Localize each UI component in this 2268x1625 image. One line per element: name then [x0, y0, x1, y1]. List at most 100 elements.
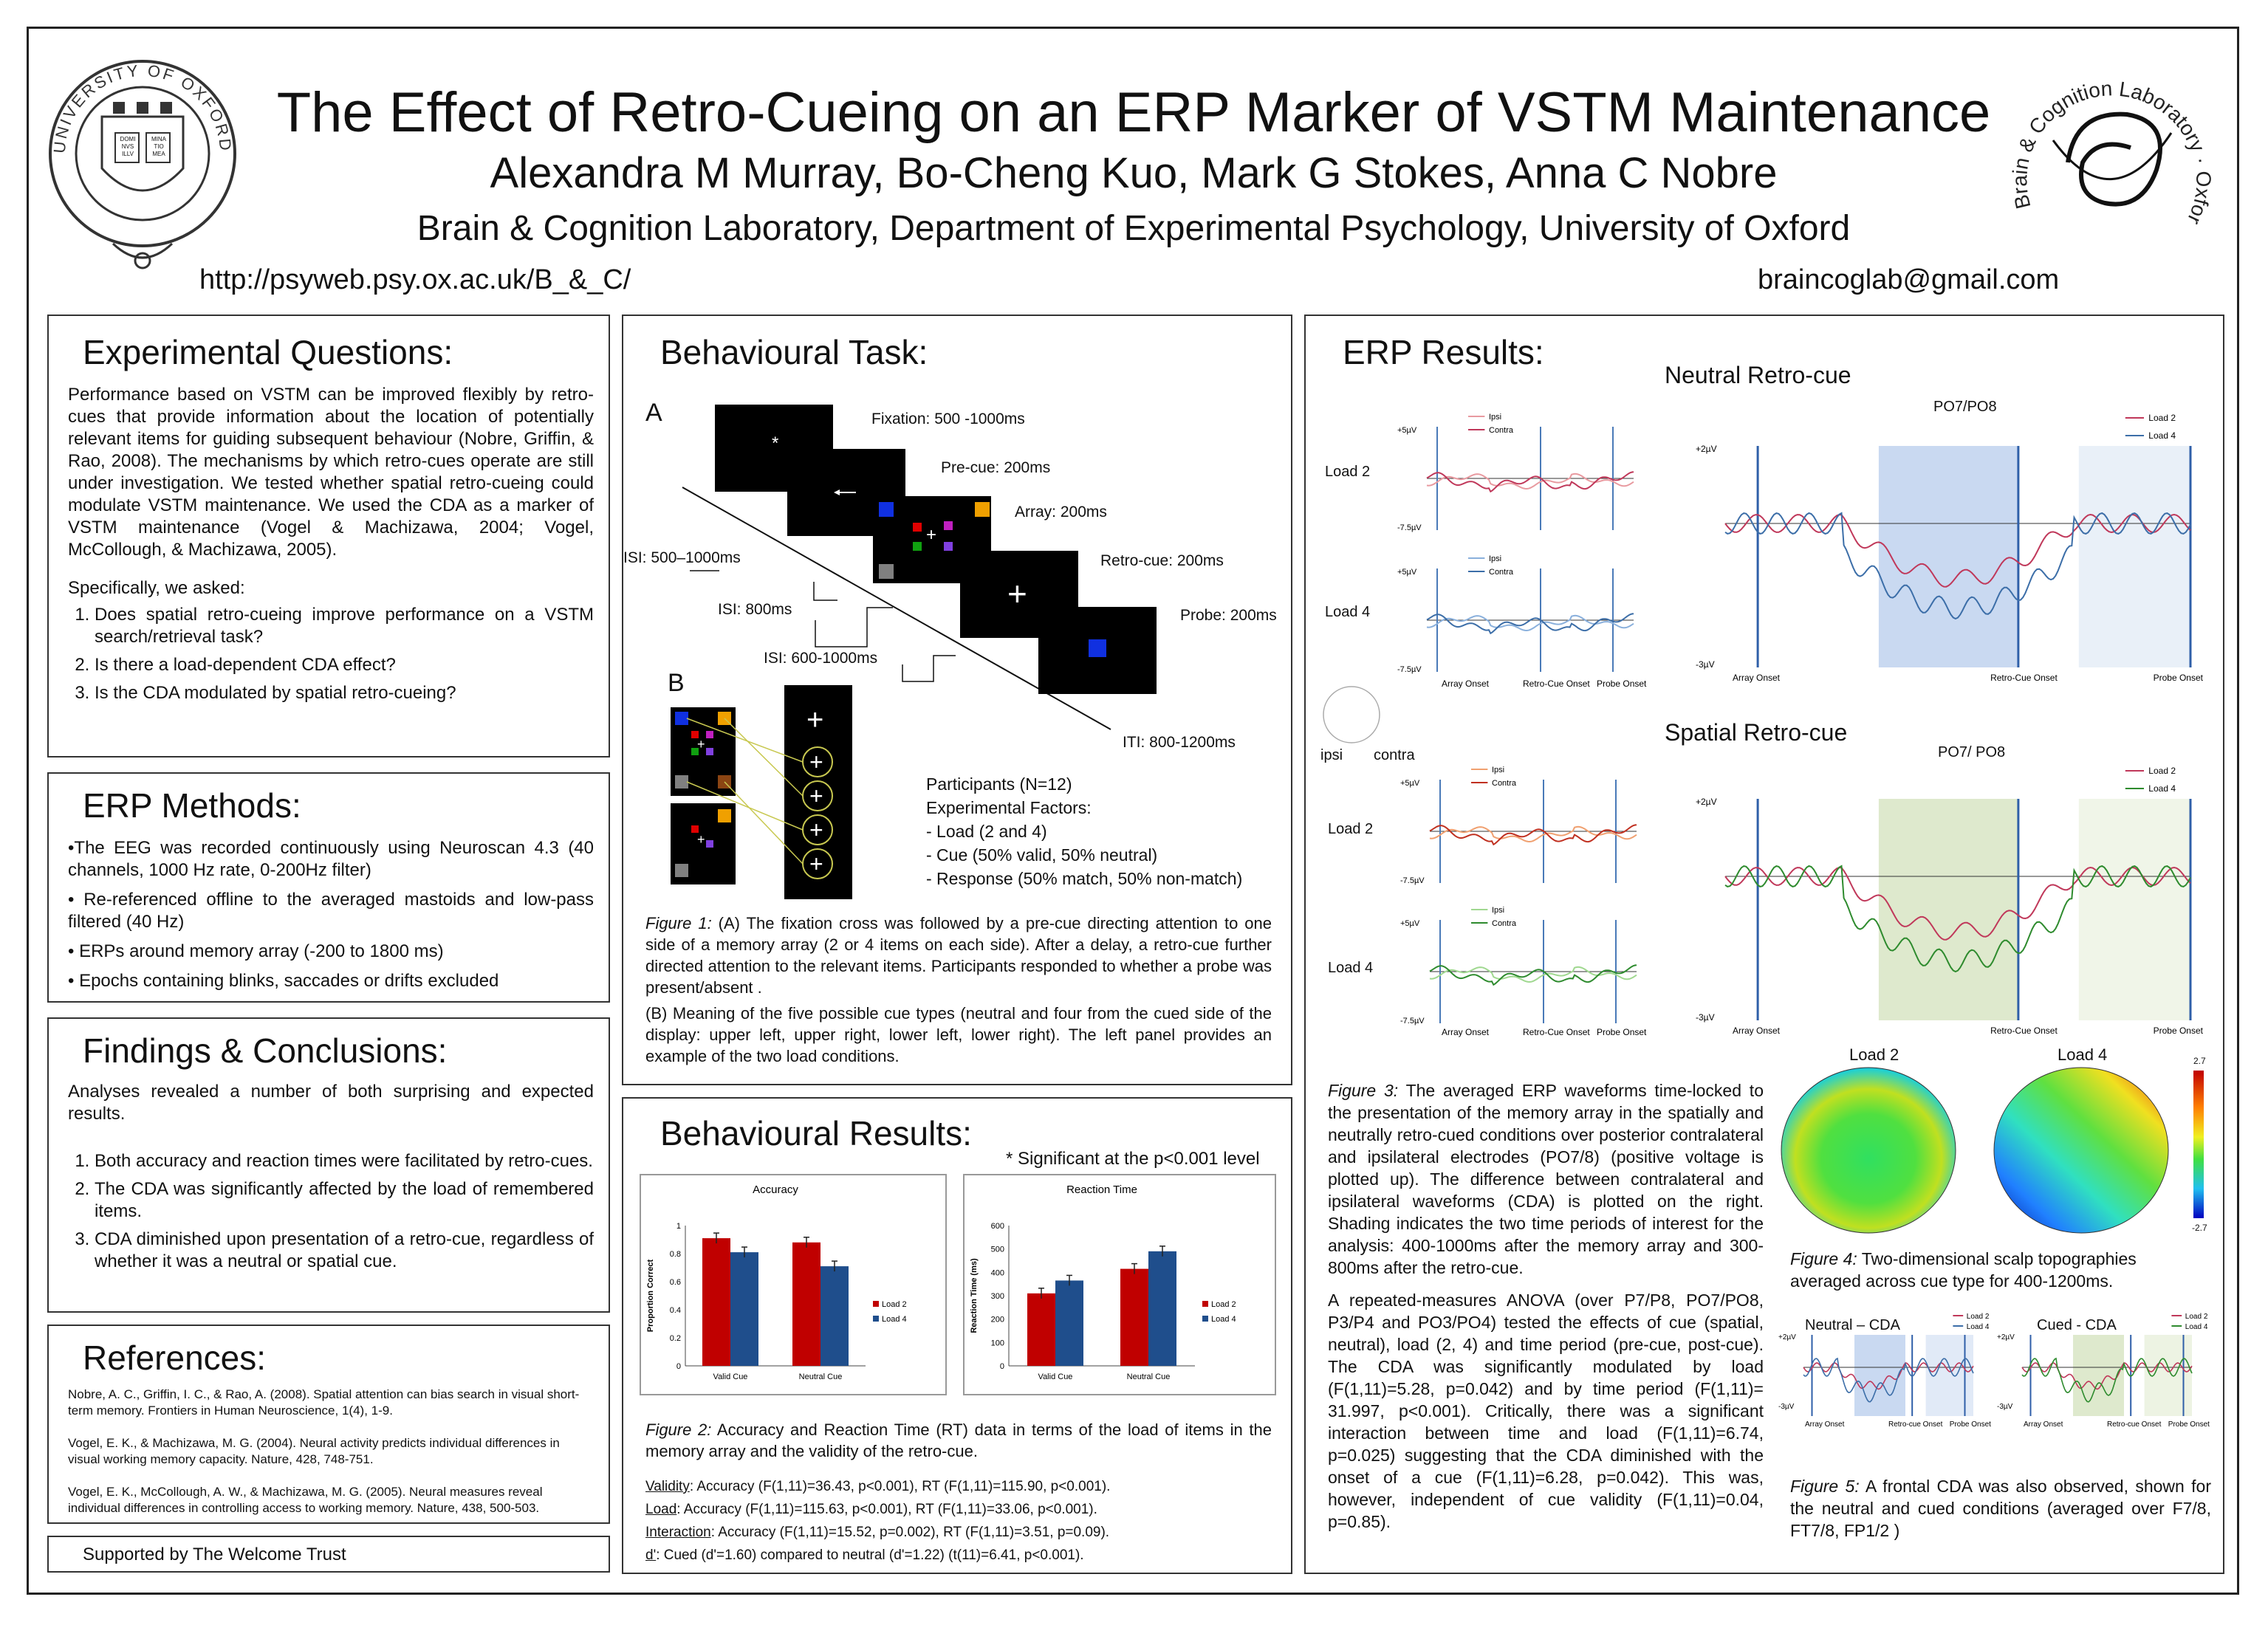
x-tick-label: Valid Cue: [1038, 1373, 1073, 1381]
figure2-caption: Accuracy and Reaction Time (RT) data in …: [645, 1420, 1272, 1460]
figure4-caption: Two-dimensional scalp topographies avera…: [1790, 1249, 2137, 1291]
figure1-caption-a: (A) The fixation cross was followed by a…: [645, 914, 1272, 997]
contra-head-label: contra: [1374, 747, 1415, 763]
y-axis-bottom-label: -3µV: [1778, 1403, 1795, 1411]
legend-swatch: [1202, 1301, 1208, 1307]
stat-text: : Accuracy (F(1,11)=15.52, p=0.002), RT …: [710, 1525, 1110, 1540]
chart-border: [963, 1174, 1276, 1395]
legend-label: Load 4: [882, 1315, 907, 1324]
iti-label: ITI: 800-1200ms: [1123, 734, 1236, 751]
method-item: • Epochs containing blinks, saccades or …: [68, 971, 499, 991]
precue-label: Pre-cue: 200ms: [941, 459, 1051, 476]
question-item: Is there a load-dependent CDA effect?: [95, 654, 594, 676]
svg-text:+: +: [1007, 574, 1027, 613]
figure3-label: Figure 3:: [1328, 1081, 1399, 1100]
y-axis-label: Reaction Time (ms): [970, 1258, 979, 1333]
figure5-label: Figure 5:: [1790, 1477, 1860, 1496]
y-axis-top-label: +2µV: [1696, 444, 1717, 454]
y-axis-bottom-label: -3µV: [1696, 659, 1715, 670]
significance-note: * Significant at the p<0.001 level: [1006, 1149, 1260, 1169]
onset-label: Retro-cue Onset: [2107, 1420, 2162, 1429]
figure2-label: Figure 2:: [645, 1420, 712, 1439]
bar: [1148, 1251, 1176, 1366]
figure4-label: Figure 4:: [1790, 1249, 1857, 1268]
y-axis-bottom-label: -3µV: [1696, 1012, 1715, 1023]
poster-frame: [27, 27, 2239, 1595]
topo-scale-min: -2.7: [2192, 1223, 2207, 1233]
behavioural-results-title: Behavioural Results:: [660, 1114, 972, 1152]
y-tick-label: 0.8: [670, 1250, 681, 1259]
oxford-seal-logo: UNIVERSITY OF OXFORD: [49, 60, 236, 269]
bar: [730, 1252, 758, 1366]
legend-label: Contra: [1489, 426, 1514, 435]
lab-email[interactable]: braincoglab@gmail.com: [1758, 264, 2060, 295]
erp-results-panel: ERP Results: Neutral Retro-cue Spatial R…: [1304, 315, 2224, 1574]
svg-text:+: +: [809, 783, 823, 809]
seal-book-left: DOMI NVS ILLV: [120, 136, 136, 157]
onset-label: Probe Onset: [2154, 1025, 2204, 1036]
legend-label: Load 4: [1967, 1323, 1990, 1331]
onset-label: Array Onset: [1733, 1025, 1781, 1036]
findings-panel: Findings & Conclusions: Analyses reveale…: [47, 1017, 610, 1313]
analysis-window-shade: [2073, 1335, 2124, 1416]
y-tick-label: 0.6: [670, 1278, 681, 1287]
legend-label: Load 4: [2185, 1323, 2208, 1331]
onset-label: Probe Onset: [2154, 673, 2204, 683]
finding-item: Both accuracy and reaction times were fa…: [95, 1150, 594, 1172]
bar: [1055, 1280, 1083, 1366]
y-tick-label: 500: [991, 1246, 1004, 1254]
legend-label: Ipsi: [1492, 906, 1504, 915]
y-tick-label: 100: [991, 1339, 1004, 1347]
load4-cda-trace: [1724, 512, 2191, 620]
load4-label: Load 4: [1328, 960, 1374, 976]
legend-label: Load 2: [2148, 413, 2176, 423]
panel-b-label: B: [668, 669, 685, 697]
legend-label: Contra: [1489, 568, 1514, 577]
neutral-retrocue-title: Neutral Retro-cue: [1665, 362, 1851, 388]
x-tick-label: Valid Cue: [713, 1373, 748, 1381]
onset-label: Array Onset: [1733, 673, 1781, 683]
figure1-label: Figure 1:: [645, 914, 712, 932]
erp-waveform-figure: Ipsi Contra +5µV -7.5µV Ipsi Contra +5µV -7.5µV…: [1323, 413, 2204, 1037]
load2-frontal-trace: [2021, 1362, 2193, 1390]
onset-label: Probe Onset: [1597, 678, 1647, 689]
poster-title: The Effect of Retro-Cueing on an ERP Mar…: [276, 81, 1991, 144]
isi3-label: ISI: 600-1000ms: [764, 650, 878, 667]
stat-text: : Accuracy (F(1,11)=115.63, p<0.001), RT…: [676, 1502, 1097, 1517]
erp-results-title: ERP Results:: [1343, 333, 1544, 371]
legend-swatch: [1202, 1316, 1208, 1322]
po-spatial-label: PO7/ PO8: [1938, 744, 2006, 760]
y-axis-top-label: +5µV: [1400, 919, 1420, 928]
brain-cognition-lab-logo: Brain & Cognition Laboratory · Oxford Un…: [2001, 52, 2215, 228]
legend-swatch: [873, 1301, 879, 1307]
analysis-window-shade: [1878, 446, 2018, 667]
ipsi-head-label: ipsi: [1320, 747, 1343, 763]
stat-text: : Accuracy (F(1,11)=36.43, p<0.001), RT …: [689, 1479, 1111, 1494]
svg-text:+: +: [697, 832, 705, 847]
contra-trace: [1429, 824, 1637, 846]
onset-label: Array Onset: [2024, 1420, 2063, 1429]
method-item: •The EEG was recorded continuously using…: [68, 838, 594, 880]
legend-label: Load 4: [2148, 430, 2176, 441]
isi1-label: ISI: 500–1000ms: [623, 549, 741, 566]
legend-label: Load 4: [1211, 1315, 1236, 1324]
experimental-questions-panel: Experimental Questions: Performance base…: [47, 315, 610, 757]
retrocue-label: Retro-cue: 200ms: [1100, 552, 1224, 569]
probe-label: Probe: 200ms: [1180, 607, 1277, 624]
y-tick-label: 0: [676, 1362, 681, 1371]
y-axis-top-label: +5µV: [1397, 426, 1417, 435]
legend-label: Load 4: [2148, 783, 2176, 794]
y-tick-label: 600: [991, 1222, 1004, 1231]
contra-trace: [1426, 471, 1634, 493]
analysis-window-shade: [2078, 799, 2190, 1020]
findings-intro: Analyses revealed a number of both surpr…: [68, 1082, 594, 1124]
poster-affiliation: Brain & Cognition Laboratory, Department…: [417, 209, 1851, 248]
stat-label: Validity: [645, 1479, 690, 1494]
onset-label: Probe Onset: [1597, 1027, 1647, 1037]
factor-item: - Response (50% match, 50% non-match): [926, 869, 1243, 888]
y-tick-label: 400: [991, 1268, 1004, 1277]
lab-url[interactable]: http://psyweb.psy.ox.ac.uk/B_&_C/: [199, 264, 631, 295]
anova-text: A repeated-measures ANOVA (over P7/P8, P…: [1328, 1291, 1764, 1531]
accuracy-chart: Accuracy Proportion Correct 0 0.2 0.4 0.6 0.8 1…: [640, 1174, 947, 1395]
stat-label: d': [645, 1547, 657, 1563]
